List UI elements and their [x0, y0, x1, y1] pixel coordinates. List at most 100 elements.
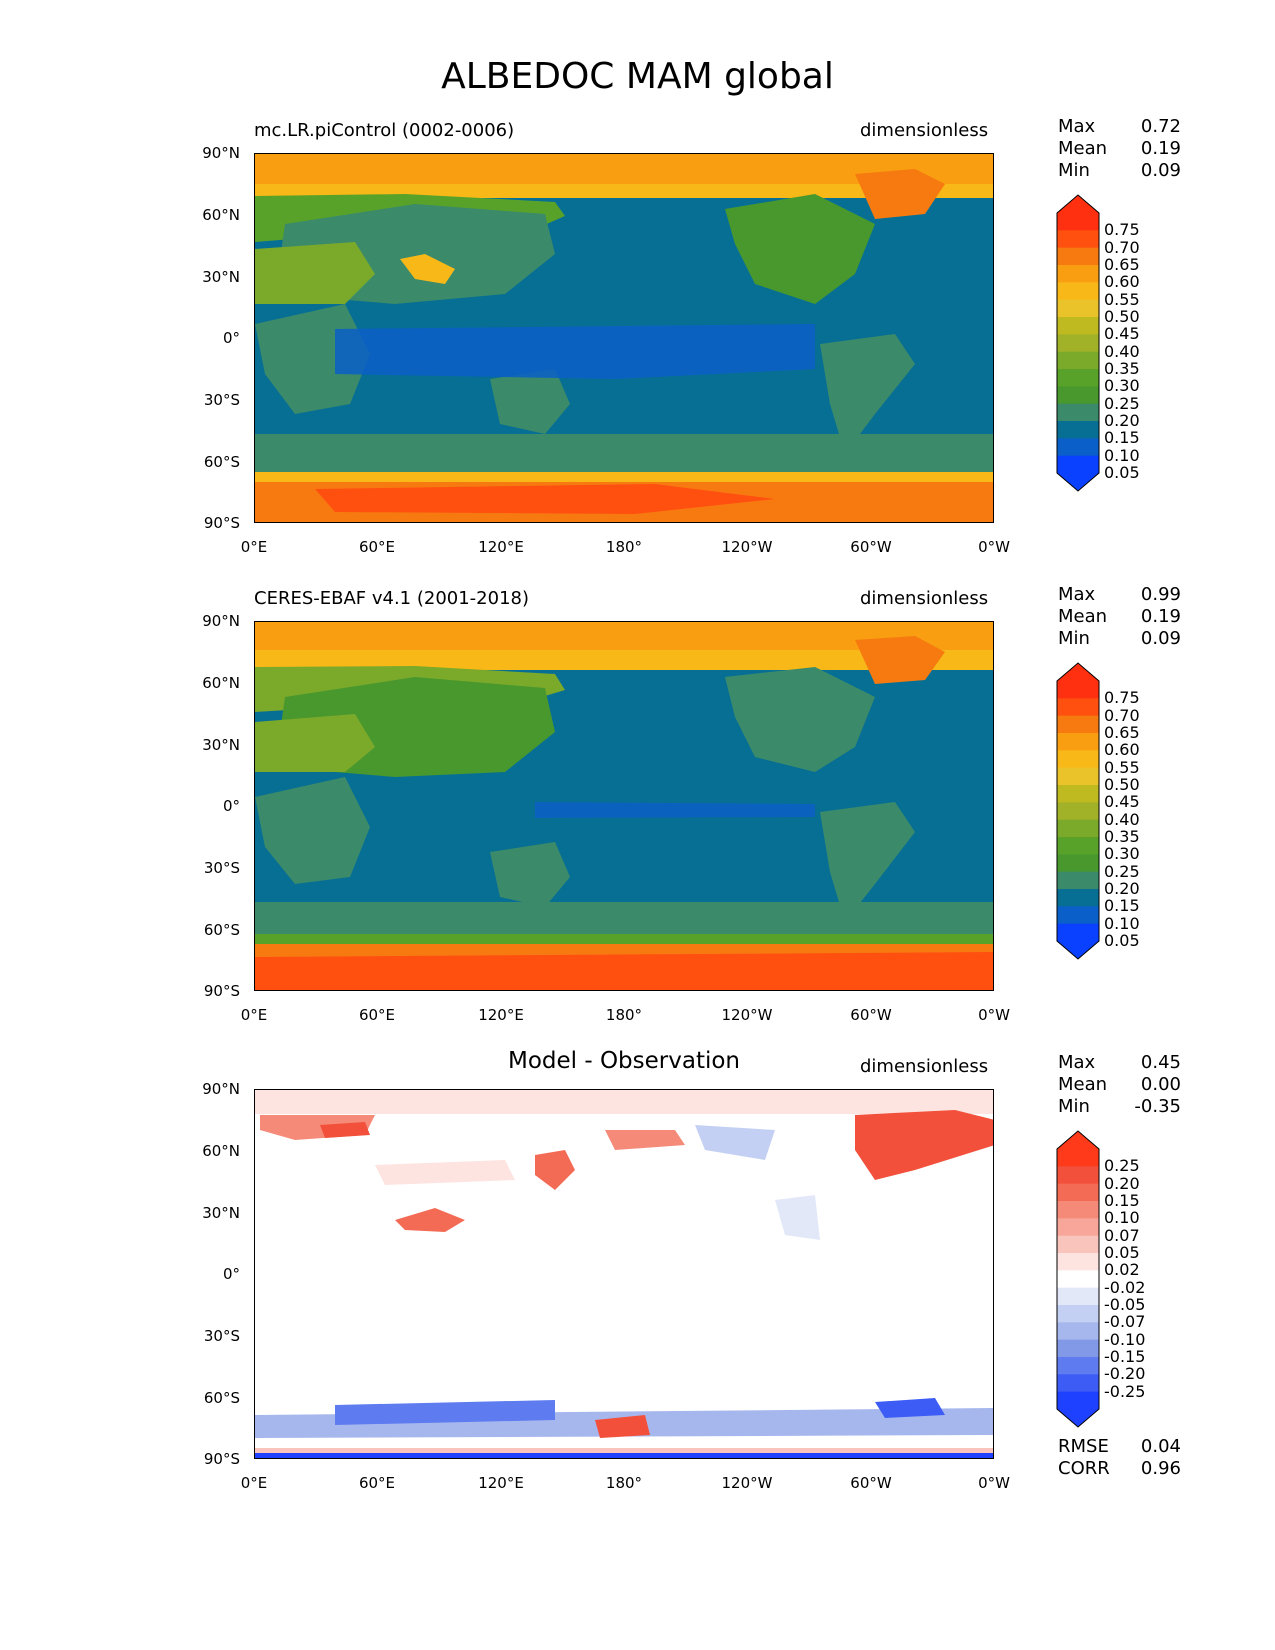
lon-label: 180°: [605, 1474, 643, 1492]
lon-label: 60°W: [850, 538, 892, 556]
lon-label: 60°E: [358, 1474, 396, 1492]
panel-title: CERES-EBAF v4.1 (2001-2018): [254, 588, 530, 609]
colorbar-segment: [1057, 247, 1099, 266]
colorbar-tick-label: 0.75: [1104, 220, 1140, 240]
panel-units: dimensionless: [860, 1056, 989, 1077]
colorbar-extend-min: [1057, 1409, 1099, 1427]
colorbar-tick-label: 0.25: [1104, 393, 1140, 413]
colorbar-segment: [1057, 1391, 1099, 1410]
colorbar-tick-label: 0.55: [1104, 289, 1140, 309]
colorbar-tick-label: 0.15: [1104, 896, 1140, 916]
lon-label: 0°W: [978, 538, 1010, 556]
colorbar-segment: [1057, 421, 1099, 439]
lon-label: 120°E: [478, 1006, 524, 1024]
lon-label: 60°W: [850, 1006, 892, 1024]
colorbar-tick-label: 0.20: [1104, 1173, 1140, 1193]
colorbar-segment: [1057, 1287, 1099, 1306]
lat-label: 30°N: [202, 1204, 240, 1222]
lon-label: 120°E: [478, 1474, 524, 1492]
panel-observation: CERES-EBAF v4.1 (2001-2018) dimensionles…: [0, 578, 1275, 1048]
lon-label: 0°E: [240, 1474, 268, 1492]
lat-label: 60°S: [203, 1389, 240, 1407]
colorbar-extend-min: [1057, 941, 1099, 959]
colorbar-tick-label: 0.50: [1104, 775, 1140, 794]
colorbar-tick-label: 0.30: [1104, 844, 1140, 864]
colorbar-tick-label: 0.20: [1104, 879, 1140, 898]
colorbar-tick-label: -0.10: [1104, 1329, 1146, 1349]
lon-label: 60°W: [850, 1474, 892, 1492]
lat-label: 30°S: [203, 859, 240, 877]
colorbar-tick-label: -0.05: [1104, 1295, 1146, 1314]
stat-min-value: -0.35: [1134, 1096, 1181, 1117]
lon-label: 120°E: [478, 538, 524, 556]
colorbar-segment: [1057, 230, 1099, 249]
colorbar-tick-label: -0.20: [1104, 1364, 1146, 1384]
lat-label: 90°S: [203, 514, 240, 532]
stat-max-value: 0.72: [1140, 116, 1181, 137]
colorbar-tick-label: 0.75: [1104, 688, 1140, 708]
colorbar-tick-label: 0.50: [1104, 307, 1140, 326]
colorbar-extend-max: [1057, 663, 1099, 681]
lon-label: 60°E: [358, 538, 396, 556]
panel-units: dimensionless: [860, 588, 989, 609]
colorbar-tick-label: 0.35: [1104, 827, 1140, 846]
lat-label: 0°: [222, 1265, 240, 1283]
colorbar-tick-label: 0.10: [1104, 913, 1140, 933]
stat-min-value: 0.09: [1140, 628, 1181, 649]
colorbar-tick-label: 0.65: [1104, 723, 1140, 742]
colorbar-tick-label: 0.10: [1104, 1208, 1140, 1228]
albedo-map: [254, 621, 994, 991]
colorbar-segment: [1057, 265, 1099, 283]
colorbar-tick-label: -0.02: [1104, 1277, 1146, 1297]
colorbar-graphic: [1056, 1130, 1100, 1428]
stat-rmse-value: 0.04: [1140, 1436, 1181, 1457]
colorbar-tick-label: 0.15: [1104, 1191, 1140, 1210]
lon-label: 60°E: [358, 1006, 396, 1024]
colorbar-segment: [1057, 715, 1099, 734]
colorbar-extend-min: [1057, 473, 1099, 491]
colorbar-tick-label: 0.05: [1104, 931, 1140, 950]
lat-label: 30°N: [202, 736, 240, 754]
colorbar-outline: [1056, 1130, 1100, 1428]
lon-label: 0°E: [240, 1006, 268, 1024]
lat-label: 90°S: [203, 982, 240, 1000]
colorbar-segment: [1057, 334, 1099, 353]
colorbar-segment: [1057, 455, 1099, 474]
colorbar-tick-label: 0.55: [1104, 757, 1140, 777]
lat-label: 60°S: [203, 921, 240, 939]
colorbar-tick-label: 0.65: [1104, 255, 1140, 274]
colorbar-segment: [1057, 1201, 1099, 1219]
colorbar-segment: [1057, 767, 1099, 786]
colorbar-segment: [1057, 386, 1099, 405]
colorbar-tick-label: 0.15: [1104, 428, 1140, 448]
colorbar-segment: [1057, 1166, 1099, 1185]
figure-title: ALBEDOC MAM global: [441, 56, 834, 97]
stat-mean-value: 0.19: [1140, 606, 1181, 627]
colorbar: 0.75 0.70 0.65 0.60 0.55 0.50 0.45 0.40 0.35 0.30…: [1056, 662, 1140, 964]
colorbar-graphic: [1056, 662, 1100, 960]
colorbar-segment: [1057, 1253, 1099, 1271]
colorbar-segment: [1057, 1322, 1099, 1341]
lon-label: 120°W: [721, 538, 773, 556]
colorbar-segment: [1057, 1270, 1099, 1289]
colorbar-tick-label: 0.60: [1104, 740, 1140, 760]
stat-min-label: Min: [1058, 1096, 1090, 1117]
colorbar-extend-max: [1057, 1131, 1099, 1149]
colorbar-segment: [1057, 1183, 1099, 1202]
colorbar-tick-label: 0.60: [1104, 272, 1140, 292]
lat-label: 90°N: [202, 1080, 240, 1098]
colorbar: 0.25 0.20 0.15 0.10 0.07 0.05 0.02 -0.02 -0.05 -0…: [1056, 1130, 1145, 1432]
colorbar-tick-label: -0.25: [1104, 1381, 1146, 1401]
colorbar-tick-label: 0.45: [1104, 792, 1140, 812]
colorbar-segment: [1057, 681, 1099, 699]
colorbar-segment: [1057, 785, 1099, 803]
colorbar-segment: [1057, 698, 1099, 717]
lat-label: 60°N: [202, 1142, 240, 1160]
colorbar-segment: [1057, 906, 1099, 925]
lat-label: 90°N: [202, 144, 240, 162]
stat-max-label: Max: [1058, 116, 1096, 137]
lon-label: 180°: [605, 1006, 643, 1024]
lat-label: 60°S: [203, 453, 240, 471]
stat-mean-label: Mean: [1058, 606, 1108, 627]
colorbar-segment: [1057, 213, 1099, 231]
